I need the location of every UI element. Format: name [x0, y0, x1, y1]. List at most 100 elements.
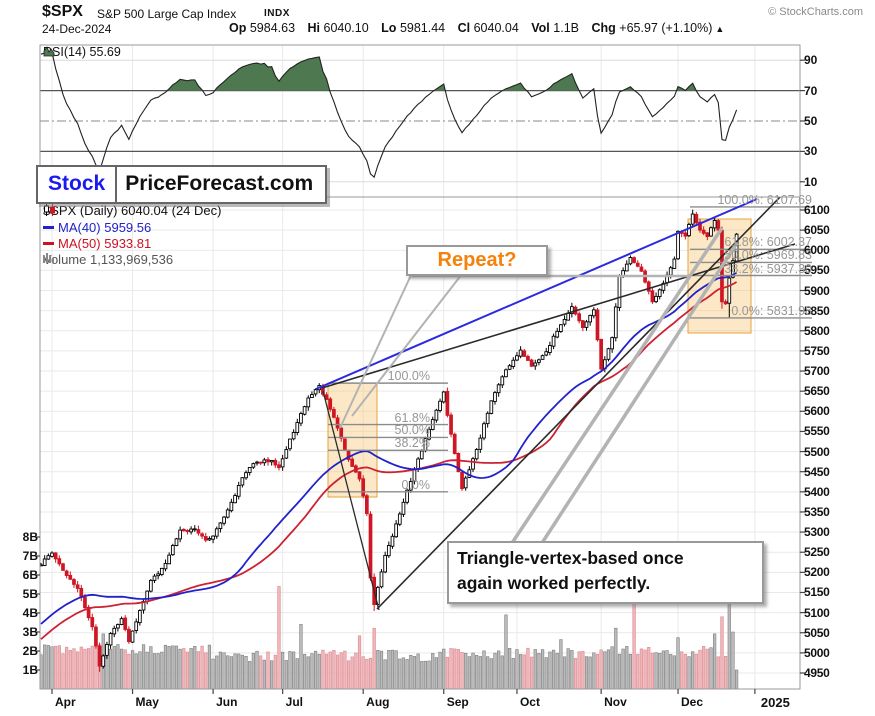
y-axis-price-label: 5400: [804, 484, 830, 499]
x-axis-month-label: May: [135, 695, 159, 709]
y-axis-price-label: 6050: [804, 223, 830, 238]
rsi-area-icon: [43, 46, 55, 57]
volume-axis-label: 1B: [22, 663, 38, 677]
volume-axis-label: 5B: [22, 587, 38, 601]
triangle-annotation-line1: Triangle-vertex-based once: [457, 548, 684, 568]
watermark-stock: Stock: [38, 167, 118, 202]
legend-symbol-text: $SPX (Daily) 6040.04 (24 Dec): [43, 203, 222, 218]
volume-axis-label: 8B: [22, 530, 38, 544]
low-value: 5981.44: [399, 21, 446, 35]
y-axis-price-label: 5750: [804, 343, 830, 358]
x-axis-month-label: Sep: [446, 695, 469, 709]
y-axis-price-label: 5500: [804, 444, 830, 459]
triangle-annotation-line2: again worked perfectly.: [457, 573, 651, 594]
ma40-line-swatch-icon: [43, 226, 54, 229]
ohlc-quote-bar: Op 5984.63 Hi 6040.10 Lo 5981.44 Cl 6040…: [229, 21, 724, 35]
fib-retracement-label-left: 0.0%: [401, 477, 431, 492]
volume-axis-label: 2B: [22, 644, 38, 658]
watermark-priceforecast: PriceForecast.com: [125, 172, 314, 195]
volume-axis-label: 7B: [22, 549, 38, 563]
rsi-legend: RSI(14) 55.69: [43, 45, 121, 59]
x-axis-month-label: Nov: [604, 695, 627, 709]
x-axis-month-label: Jun: [216, 695, 238, 709]
legend-ma40: MA(40) 5959.56: [43, 220, 151, 235]
legend-volume: Volume 1,133,969,536: [43, 252, 173, 267]
y-axis-price-label: 5800: [804, 323, 830, 338]
volume-bars-icon: [43, 253, 54, 263]
legend-ma40-text: MA(40) 5959.56: [58, 220, 152, 235]
y-axis-price-label: 4950: [804, 666, 830, 680]
rsi-axis-label: 10: [804, 174, 818, 189]
y-axis-price-label: 5000: [804, 645, 830, 660]
fib-retracement-label-right: 0.0%: 5831.98: [731, 303, 812, 318]
triangle-vertex-annotation: Triangle-vertex-based once again worked …: [447, 541, 764, 604]
legend-ma50: MA(50) 5933.81: [43, 236, 151, 251]
y-axis-price-label: 5100: [804, 605, 830, 620]
exchange-tag: INDX: [264, 8, 290, 19]
volume-axis-label: 4B: [22, 606, 38, 620]
fib-retracement-label-right: 100.0%: 6107.69: [717, 192, 812, 207]
x-axis-month-label: Dec: [681, 695, 704, 709]
fib-retracement-label-left: 50.0%: [394, 423, 430, 438]
rsi-axis-label: 70: [804, 83, 818, 98]
x-axis-month-label: Aug: [366, 695, 390, 709]
open-value: 5984.63: [249, 21, 296, 35]
rsi-axis-label: 30: [804, 144, 818, 159]
legend-ma50-text: MA(50) 5933.81: [58, 236, 152, 251]
low-label: Lo: [381, 21, 397, 35]
volume-label: Vol: [531, 21, 550, 35]
high-value: 6040.10: [323, 21, 369, 35]
change-value: +65.97 (+1.10%): [619, 21, 713, 35]
y-axis-price-label: 5250: [804, 545, 830, 560]
y-axis-price-label: 5300: [804, 525, 830, 540]
quote-date: 24-Dec-2024: [42, 22, 112, 36]
candlestick-icon: [44, 203, 55, 216]
y-axis-price-label: 5550: [804, 424, 830, 439]
volume-value: 1.1B: [553, 21, 579, 35]
stockpriceforecast-watermark: Stock PriceForecast.com: [36, 165, 328, 204]
x-axis-month-label: Apr: [55, 695, 76, 709]
y-axis-price-label: 5150: [804, 585, 830, 600]
y-axis-price-label: 5650: [804, 384, 830, 399]
y-axis-price-label: 5600: [804, 404, 830, 419]
x-axis-month-label: Jul: [285, 695, 303, 709]
y-axis-price-label: 5700: [804, 364, 830, 379]
open-label: Op: [229, 21, 247, 35]
rsi-axis-label: 90: [804, 53, 818, 68]
repeat-annotation: Repeat?: [406, 245, 548, 276]
stockcharts-copyright-link[interactable]: © StockCharts.com: [768, 6, 863, 18]
change-up-arrow-icon: ▲: [715, 24, 725, 34]
y-axis-price-label: 5200: [804, 565, 830, 580]
ma50-line-swatch-icon: [43, 242, 54, 245]
close-label: Cl: [457, 21, 471, 35]
legend-volume-text: Volume 1,133,969,536: [43, 252, 174, 267]
change-label: Chg: [591, 21, 616, 35]
fib-retracement-label-right: 61.8%: 6002.37: [724, 235, 812, 250]
symbol: $SPX: [42, 3, 83, 20]
fib-retracement-label-right: 38.2%: 5937.30: [724, 261, 812, 276]
y-axis-price-label: 5850: [804, 303, 830, 318]
rsi-legend-label: RSI(14) 55.69: [43, 45, 121, 59]
y-axis-price-label: 5050: [804, 625, 830, 640]
x-axis-month-label: 2025: [760, 695, 790, 710]
fib-retracement-label-right: 50.0%: 5969.83: [724, 248, 812, 263]
legend-symbol-line: $SPX (Daily) 6040.04 (24 Dec): [43, 203, 221, 218]
fib-retracement-label-left: 38.2%: [394, 436, 430, 451]
fib-retracement-label-left: 61.8%: [394, 410, 430, 425]
close-value: 6040.04: [473, 21, 519, 35]
rsi-axis-label: 50: [804, 114, 818, 128]
y-axis-price-label: 5350: [804, 504, 830, 519]
symbol-name: S&P 500 Large Cap Index: [97, 7, 237, 21]
volume-axis-label: 6B: [22, 568, 38, 582]
volume-axis-label: 3B: [22, 625, 38, 639]
y-axis-price-label: 5950: [804, 263, 830, 278]
fib-retracement-label-left: 100.0%: [387, 369, 430, 384]
y-axis-price-label: 5450: [804, 464, 830, 479]
y-axis-price-label: 5900: [804, 283, 830, 298]
y-axis-price-label: 6100: [804, 203, 830, 217]
y-axis-price-label: 6000: [804, 243, 830, 258]
high-label: Hi: [307, 21, 321, 35]
x-axis-month-label: Oct: [519, 695, 540, 709]
